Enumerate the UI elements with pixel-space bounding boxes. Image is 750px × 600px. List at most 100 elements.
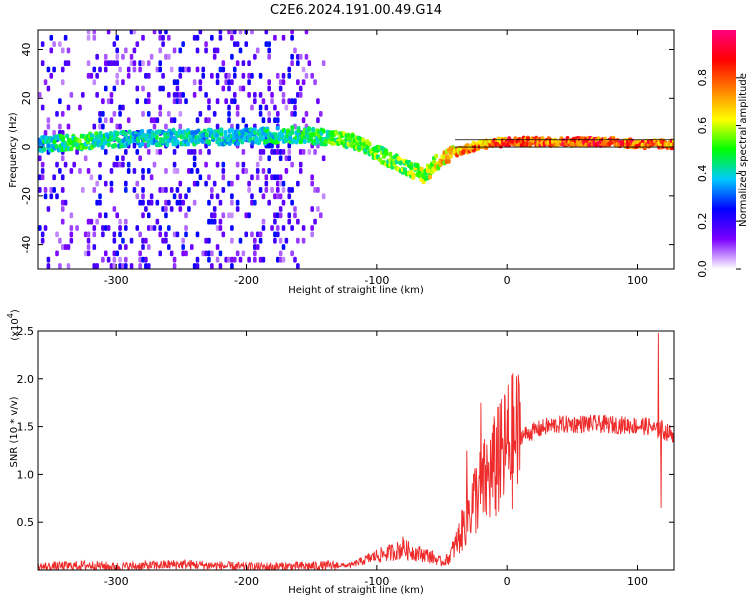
spectrogram-cell xyxy=(146,212,151,219)
spectrogram-cell xyxy=(192,79,197,86)
spectrogram-cell xyxy=(290,98,294,105)
spectrogram-cell xyxy=(304,53,309,60)
spectrogram-cell xyxy=(58,237,62,244)
spectrogram-cell xyxy=(75,225,79,231)
spectrogram-cell xyxy=(229,127,234,133)
spectrogram-cell xyxy=(195,180,200,187)
spectrogram-cell xyxy=(86,250,91,257)
spectrogram-cell xyxy=(109,60,114,67)
spectrogram-cell xyxy=(86,237,91,244)
spectrogram-cell xyxy=(275,231,280,238)
spectrogram-cell xyxy=(293,256,297,263)
spectrogram-cell xyxy=(52,41,56,48)
spectrogram-cell xyxy=(65,133,70,139)
spectrogram-cell xyxy=(204,117,208,124)
spectrogram-cell xyxy=(109,168,114,174)
spectrogram-cell xyxy=(367,141,372,147)
spectrogram-cell xyxy=(58,41,62,48)
spectrogram-cell xyxy=(293,98,297,105)
spectrogram-cell xyxy=(172,149,177,155)
spectrogram-cell xyxy=(293,47,297,54)
colorbar: 0.0 0.2 0.4 0.6 0.8 Normalized spectral ampl… xyxy=(696,30,749,278)
spectrogram-cell xyxy=(58,98,62,105)
spectrogram-cell xyxy=(140,141,145,147)
spectrogram-cell xyxy=(38,225,42,231)
spectrogram-cell xyxy=(126,117,131,124)
spectrogram-cell xyxy=(293,212,297,219)
spectrogram-cell xyxy=(238,47,243,54)
spectrogram-cell xyxy=(113,142,118,148)
spectrogram-cell xyxy=(250,30,254,35)
spectrogram-cell xyxy=(232,72,237,79)
spectrogram-cell xyxy=(132,60,137,67)
spectrogram-cell xyxy=(298,161,303,168)
spectrogram-cell xyxy=(115,60,120,67)
y-tick-label: 1.0 xyxy=(17,468,35,481)
spectrogram-cell xyxy=(258,104,263,111)
spectrogram-cell xyxy=(60,206,65,212)
spectrogram-cell xyxy=(298,91,303,98)
spectrogram-cell xyxy=(106,142,111,148)
spectrogram-cell xyxy=(221,212,226,219)
spectrogram-cell xyxy=(261,218,266,225)
spectrogram-cell xyxy=(124,263,128,269)
spectrogram-ylabel: Frequency (Hz) xyxy=(8,112,19,188)
spectrogram-cell xyxy=(172,256,177,263)
spectrogram-cell xyxy=(146,149,151,155)
spectrogram-cell xyxy=(187,206,191,212)
spectrogram-cell xyxy=(270,187,274,193)
spectrogram-cell xyxy=(43,187,48,193)
spectrogram-cell xyxy=(279,131,284,137)
spectrogram-cell xyxy=(244,231,249,238)
spectrogram-cell xyxy=(273,193,277,200)
spectrogram-cell xyxy=(227,110,231,117)
spectrogram-cell xyxy=(301,237,306,244)
spectrogram-cell xyxy=(178,123,183,130)
spectrogram-cell xyxy=(235,174,240,181)
spectrogram-cell xyxy=(123,131,128,137)
spectrogram-cell xyxy=(178,91,183,98)
spectrogram-cell xyxy=(158,66,163,73)
spectrogram-cell xyxy=(273,231,277,238)
spectrogram-cell xyxy=(273,149,277,155)
spectrogram-cell xyxy=(258,91,263,98)
spectrogram-cell xyxy=(109,91,114,98)
spectrogram-cell xyxy=(38,155,42,162)
spectrogram-cell xyxy=(189,149,194,155)
spectrogram-cell xyxy=(175,85,180,92)
spectrogram-cell xyxy=(210,34,214,41)
spectrogram-cell xyxy=(146,142,151,148)
spectrogram-cell xyxy=(290,161,294,168)
spectrogram-cell xyxy=(281,79,286,86)
spectrogram-cell xyxy=(181,41,185,48)
spectrogram-cell xyxy=(106,60,111,67)
spectrogram-cell xyxy=(146,110,151,117)
spectrogram-cell xyxy=(235,60,240,67)
spectrogram-cell xyxy=(247,212,251,219)
spectrogram-cell xyxy=(95,199,99,206)
spectrogram-cell xyxy=(218,30,223,35)
spectrogram-cell xyxy=(275,125,280,131)
spectrogram-cell xyxy=(287,155,292,162)
spectrogram-cell xyxy=(287,212,292,219)
spectrogram-cell xyxy=(155,117,160,124)
spectrogram-cell xyxy=(43,193,48,200)
spectrogram-cell xyxy=(278,174,283,181)
spectrogram-cell xyxy=(230,263,234,269)
spectrogram-cell xyxy=(40,60,45,67)
spectrogram-cell xyxy=(101,231,105,238)
spectrogram-cell xyxy=(258,231,263,238)
spectrogram-cell xyxy=(38,187,42,193)
spectrogram-cell xyxy=(250,193,254,200)
spectrogram-cell xyxy=(275,180,280,187)
spectrogram-cell xyxy=(264,41,269,48)
spectrogram-cell xyxy=(49,72,54,79)
spectrogram-cell xyxy=(109,117,114,124)
spectrogram-cell xyxy=(258,110,263,117)
spectrogram-cell xyxy=(69,212,74,219)
spectrogram-cell xyxy=(232,98,237,105)
spectrogram-cell xyxy=(169,134,174,140)
spectrogram-cell xyxy=(167,110,171,117)
spectrogram-cell xyxy=(189,168,194,174)
